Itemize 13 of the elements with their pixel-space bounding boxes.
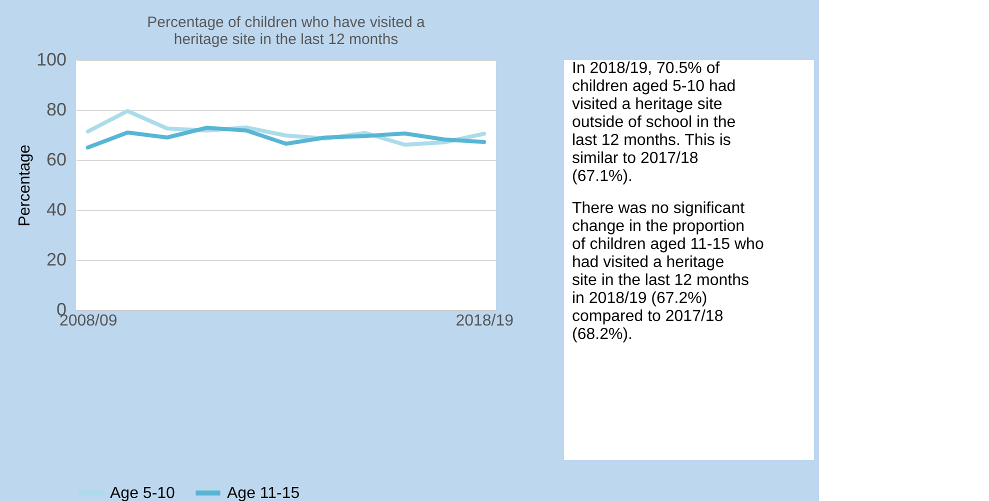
text: In 2018/19, 70.5% of children aged 5-10 had visited a heritage site outside of school in the last 12 months. This is similar to 2017/18 (67.1%). (572, 60, 736, 185)
y-tick-label: 100 (36, 50, 66, 70)
y-tick-label: 60 (46, 150, 66, 170)
y-tick-label: 80 (46, 100, 66, 120)
y-axis-title: Percentage (16, 144, 34, 226)
text: There was no significant change in the proportion of children aged 11-15 who had visited a heritage site in the last 12 months in 2018/19 (67.2%) compared to 2017/18 (68.2%). (572, 200, 764, 343)
legend-label: Age 5-10 (110, 485, 176, 501)
y-tick-label: 40 (46, 200, 66, 220)
y-tick-label: 20 (46, 250, 66, 270)
x-tick-label: 2018/19 (456, 312, 514, 330)
line-series (86, 126, 486, 150)
legend-label: Age 11-15 (227, 485, 300, 501)
chart-title: Percentage of children who have visited a heritage site in the last 12 months (147, 14, 426, 48)
